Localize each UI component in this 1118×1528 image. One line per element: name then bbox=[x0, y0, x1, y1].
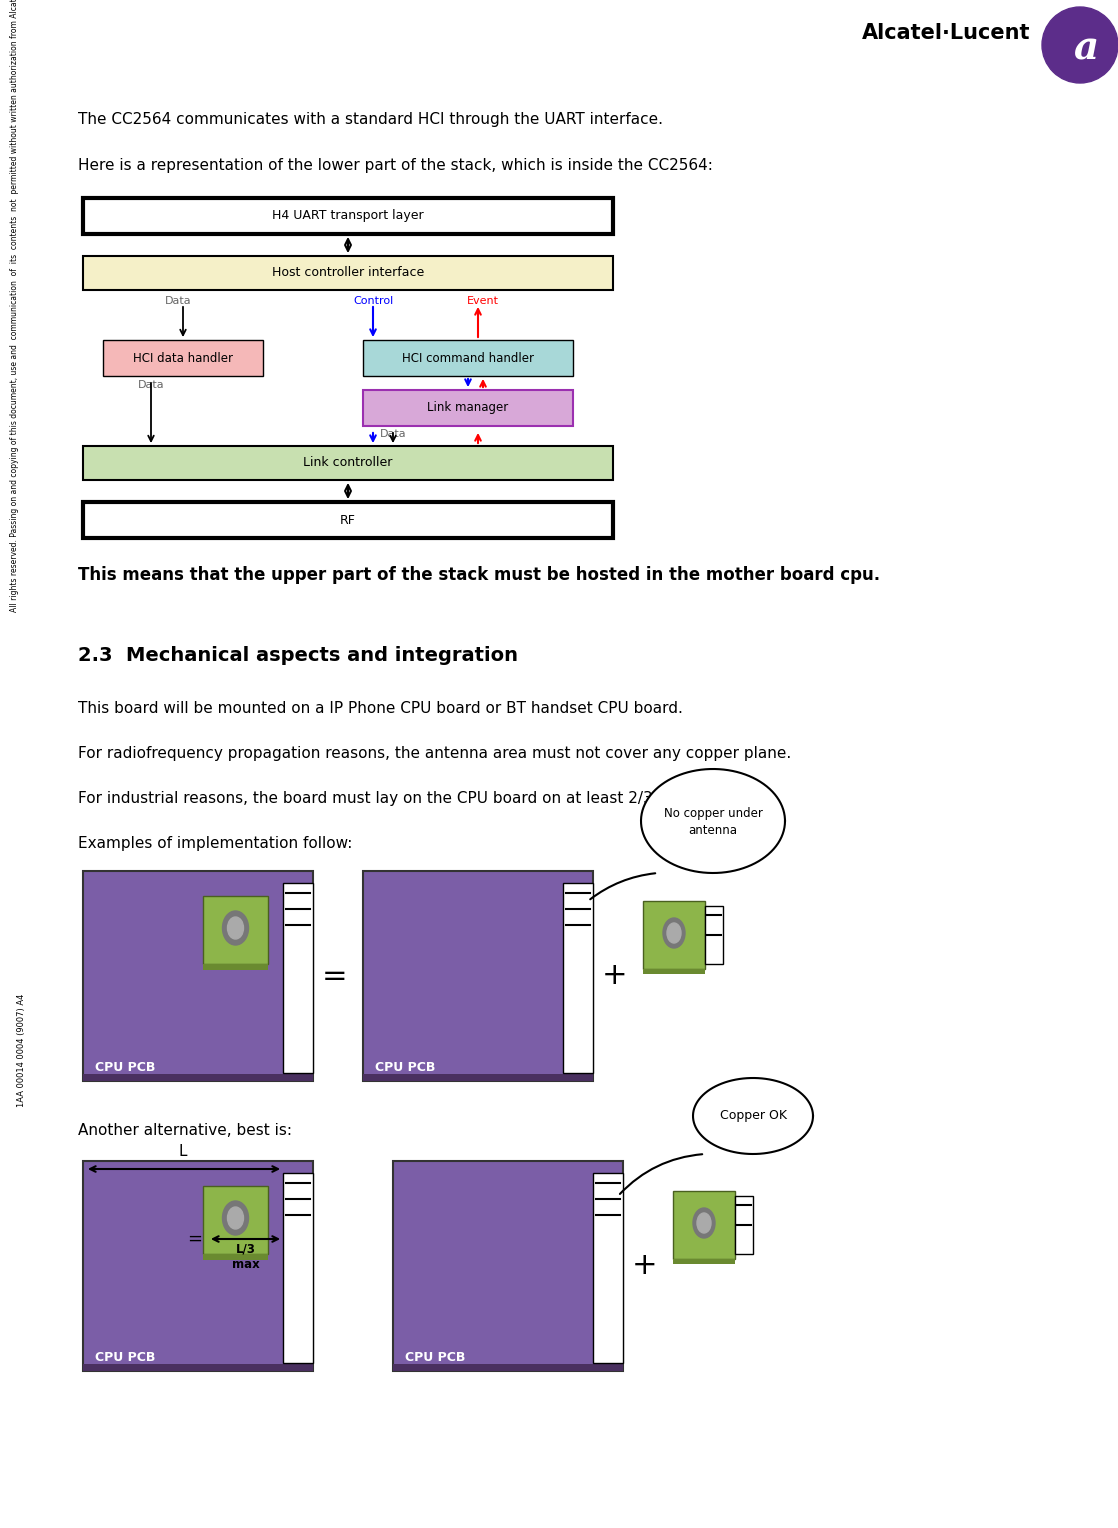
Text: Event: Event bbox=[467, 296, 499, 306]
Text: 2.3  Mechanical aspects and integration: 2.3 Mechanical aspects and integration bbox=[78, 646, 518, 665]
Text: CPU PCB: CPU PCB bbox=[375, 1060, 435, 1074]
Bar bbox=[283, 1174, 313, 1363]
Bar bbox=[363, 1074, 593, 1080]
Polygon shape bbox=[641, 769, 785, 872]
Text: This board will be mounted on a IP Phone CPU board or BT handset CPU board.: This board will be mounted on a IP Phone… bbox=[78, 701, 683, 717]
Text: Link controller: Link controller bbox=[303, 457, 392, 469]
Text: CPU PCB: CPU PCB bbox=[405, 1351, 465, 1365]
Bar bbox=[83, 1074, 313, 1080]
Bar bbox=[83, 871, 313, 1080]
Bar bbox=[203, 1254, 268, 1261]
Ellipse shape bbox=[222, 1201, 248, 1235]
Text: +: + bbox=[603, 961, 628, 990]
Bar bbox=[705, 906, 723, 964]
Text: Data: Data bbox=[138, 380, 164, 390]
Ellipse shape bbox=[222, 911, 248, 944]
Bar bbox=[363, 341, 574, 376]
Circle shape bbox=[1042, 8, 1118, 83]
Text: Control: Control bbox=[353, 296, 394, 306]
Bar bbox=[735, 1196, 754, 1254]
Text: +: + bbox=[632, 1251, 657, 1280]
Text: For industrial reasons, the board must lay on the CPU board on at least 2/3 of i: For industrial reasons, the board must l… bbox=[78, 792, 766, 805]
Text: HCI data handler: HCI data handler bbox=[133, 351, 233, 365]
Text: No copper under: No copper under bbox=[664, 807, 762, 819]
Text: All rights reserved. Passing on and copying of this document, use and  communica: All rights reserved. Passing on and copy… bbox=[10, 0, 19, 611]
Bar bbox=[83, 1161, 313, 1371]
Bar bbox=[103, 341, 263, 376]
Text: Examples of implementation follow:: Examples of implementation follow: bbox=[78, 836, 352, 851]
Bar bbox=[83, 199, 613, 234]
Bar bbox=[363, 871, 593, 1080]
Bar bbox=[203, 895, 268, 964]
Text: Copper OK: Copper OK bbox=[720, 1109, 786, 1123]
Text: Data: Data bbox=[164, 296, 191, 306]
Bar bbox=[563, 883, 593, 1073]
Ellipse shape bbox=[227, 1207, 244, 1229]
Bar bbox=[363, 390, 574, 426]
Text: Alcatel·Lucent: Alcatel·Lucent bbox=[862, 23, 1030, 43]
Bar bbox=[283, 883, 313, 1073]
Text: The CC2564 communicates with a standard HCI through the UART interface.: The CC2564 communicates with a standard … bbox=[78, 112, 663, 127]
Text: Data: Data bbox=[380, 429, 406, 439]
Bar bbox=[83, 446, 613, 480]
Bar bbox=[83, 257, 613, 290]
Bar bbox=[203, 964, 268, 970]
Text: RF: RF bbox=[340, 513, 356, 527]
Text: For radiofrequency propagation reasons, the antenna area must not cover any copp: For radiofrequency propagation reasons, … bbox=[78, 746, 792, 761]
Text: CPU PCB: CPU PCB bbox=[95, 1060, 155, 1074]
Text: antenna: antenna bbox=[689, 825, 738, 837]
Bar bbox=[203, 1186, 268, 1254]
Bar bbox=[83, 503, 613, 538]
Text: =: = bbox=[322, 961, 348, 990]
Text: This means that the upper part of the stack must be hosted in the mother board c: This means that the upper part of the st… bbox=[78, 565, 880, 584]
Ellipse shape bbox=[697, 1213, 711, 1233]
Text: Here is a representation of the lower part of the stack, which is inside the CC2: Here is a representation of the lower pa… bbox=[78, 157, 713, 173]
Ellipse shape bbox=[227, 917, 244, 940]
Bar bbox=[673, 1259, 735, 1264]
Bar bbox=[83, 1365, 313, 1371]
Bar bbox=[593, 1174, 623, 1363]
Bar bbox=[643, 969, 705, 973]
Text: 1AA 00014 0004 (9007) A4: 1AA 00014 0004 (9007) A4 bbox=[18, 993, 27, 1106]
Text: Host controller interface: Host controller interface bbox=[272, 266, 424, 280]
Bar bbox=[394, 1161, 623, 1371]
Bar bbox=[394, 1365, 623, 1371]
Bar bbox=[673, 1190, 735, 1259]
Text: L: L bbox=[179, 1144, 187, 1160]
Text: HCI command handler: HCI command handler bbox=[402, 351, 534, 365]
Text: Another alternative, best is:: Another alternative, best is: bbox=[78, 1123, 292, 1138]
Ellipse shape bbox=[667, 923, 681, 943]
Text: L/3
max: L/3 max bbox=[231, 1242, 259, 1271]
Ellipse shape bbox=[663, 918, 685, 947]
Text: H4 UART transport layer: H4 UART transport layer bbox=[272, 209, 424, 223]
Ellipse shape bbox=[693, 1209, 716, 1238]
Text: Link manager: Link manager bbox=[427, 402, 509, 414]
Bar bbox=[643, 902, 705, 969]
Polygon shape bbox=[693, 1077, 813, 1154]
Text: a: a bbox=[1073, 31, 1099, 69]
Text: CPU PCB: CPU PCB bbox=[95, 1351, 155, 1365]
Text: =: = bbox=[187, 1230, 202, 1248]
